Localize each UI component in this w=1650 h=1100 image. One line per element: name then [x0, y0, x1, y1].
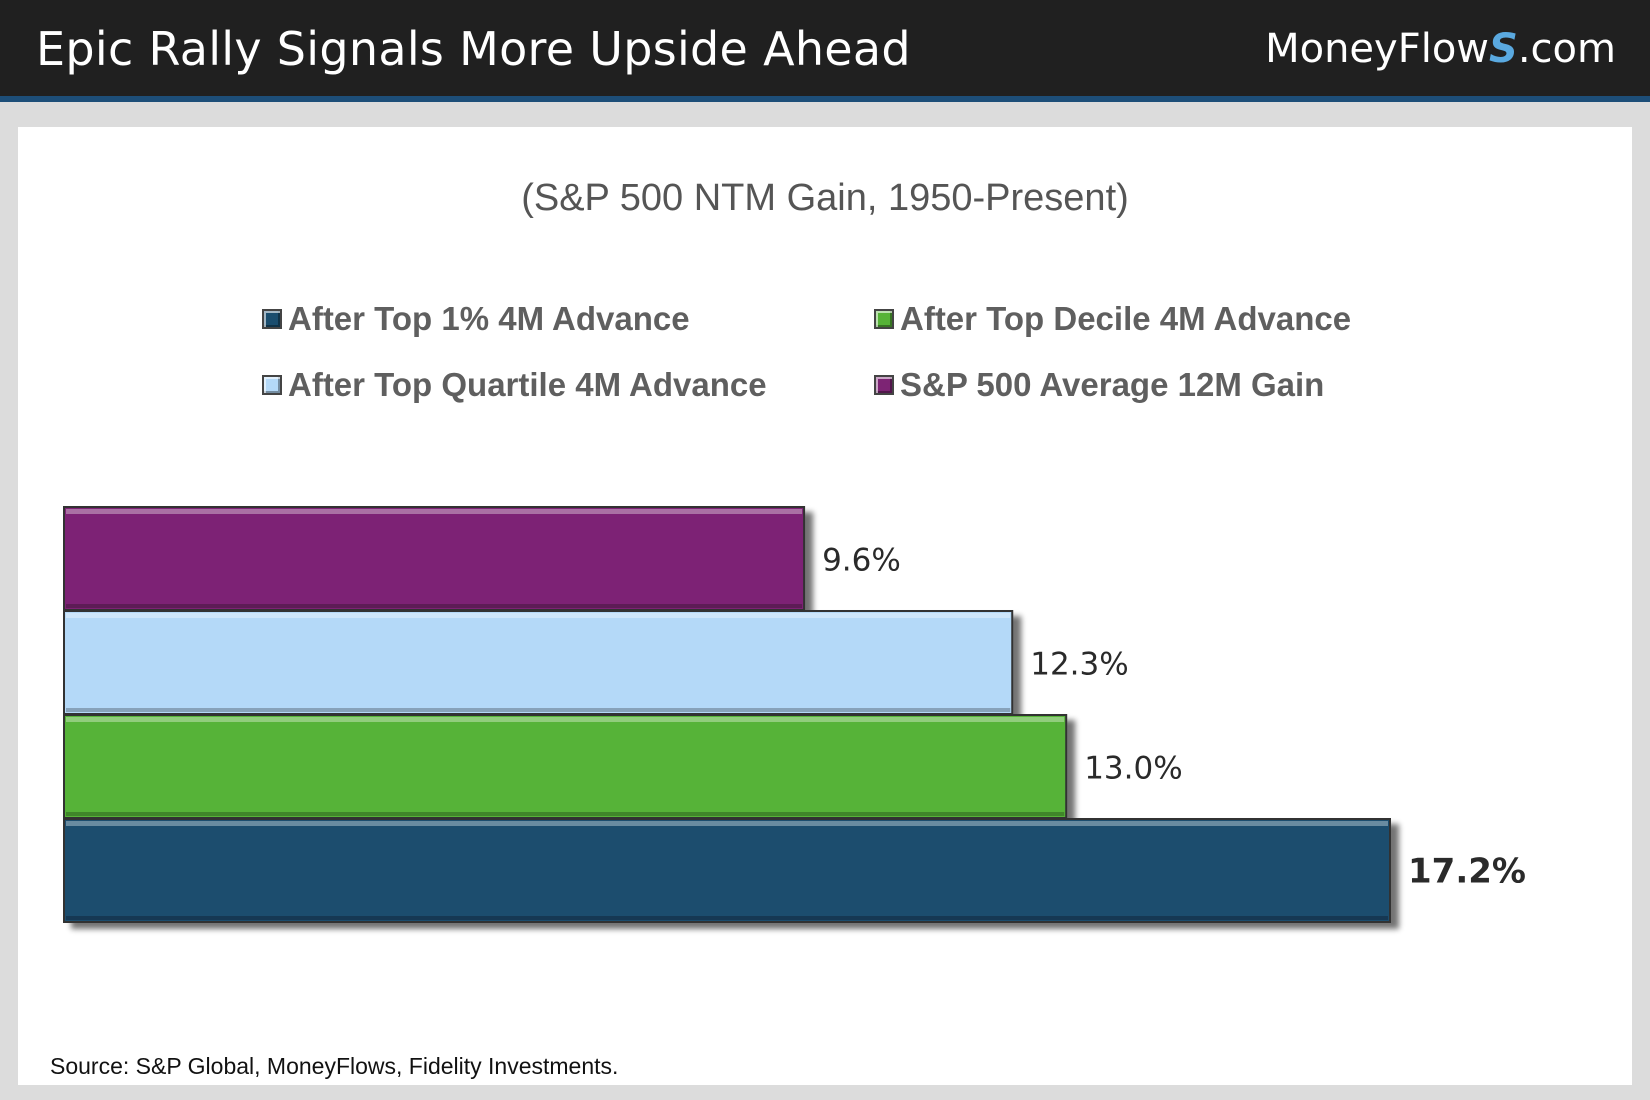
legend-label-top-decile: After Top Decile 4M Advance [900, 300, 1352, 337]
bar-after-top-quartile-4m-advance [63, 610, 1014, 715]
data-label-after-top-decile-4m-advance: 13.0% [1084, 751, 1182, 787]
bar-after-top-decile-4m-advance [63, 714, 1068, 819]
header-bar: Epic Rally Signals More Upside Ahead Mon… [0, 0, 1650, 102]
brand-suffix: .com [1517, 26, 1616, 72]
bar-highlight-after-top-decile-4m-advance [66, 717, 1065, 722]
bar-rect-after-top-decile-4m-advance [63, 714, 1068, 819]
bar-highlight-after-top-quartile-4m-advance [66, 613, 1011, 618]
bar-rect-s-p-500-average-12m-gain [63, 506, 806, 611]
brand-logo: MoneyFlowS.com [1265, 26, 1616, 72]
bar-shade-after-top-decile-4m-advance [66, 812, 1065, 816]
legend-swatch-top-decile [874, 309, 894, 329]
data-label-s-p-500-average-12m-gain: 9.6% [822, 543, 901, 579]
legend-swatch-sp500-avg [874, 375, 894, 395]
legend-item-top-1: After Top 1% 4M Advance [262, 300, 690, 338]
data-label-after-top-1-4m-advance: 17.2% [1408, 852, 1526, 892]
legend-item-top-quartile: After Top Quartile 4M Advance [262, 366, 767, 404]
page-title: Epic Rally Signals More Upside Ahead [36, 22, 911, 76]
legend-label-top-1: After Top 1% 4M Advance [288, 300, 690, 337]
bar-highlight-s-p-500-average-12m-gain [66, 509, 803, 514]
legend-swatch-top-1 [262, 309, 282, 329]
brand-prefix: MoneyFlow [1265, 26, 1490, 72]
data-label-after-top-quartile-4m-advance: 12.3% [1030, 647, 1128, 683]
chart-title: (S&P 500 NTM Gain, 1950-Present) [521, 177, 1129, 219]
bar-rect-after-top-1-4m-advance [63, 818, 1391, 923]
bar-highlight-after-top-1-4m-advance [66, 821, 1388, 826]
bar-shade-after-top-1-4m-advance [66, 916, 1388, 920]
bar-chart: 9.6% 12.3% 13.0% 17.2% [63, 506, 1526, 923]
bar-shade-after-top-quartile-4m-advance [66, 708, 1011, 712]
legend-label-sp500-avg: S&P 500 Average 12M Gain [900, 366, 1325, 403]
chart-panel: (S&P 500 NTM Gain, 1950-Present) After T… [18, 127, 1632, 1085]
bar-after-top-1-4m-advance [63, 818, 1391, 923]
source-note: Source: S&P Global, MoneyFlows, Fidelity… [50, 1053, 619, 1079]
legend-item-sp500-avg: S&P 500 Average 12M Gain [874, 366, 1324, 404]
bar-rect-after-top-quartile-4m-advance [63, 610, 1014, 715]
legend-swatch-top-quartile [262, 375, 282, 395]
bar-s-p-500-average-12m-gain [63, 506, 806, 611]
legend-item-top-decile: After Top Decile 4M Advance [874, 300, 1351, 338]
legend-label-top-quartile: After Top Quartile 4M Advance [288, 366, 767, 403]
bar-shade-s-p-500-average-12m-gain [66, 604, 803, 608]
brand-s: S [1489, 26, 1518, 72]
